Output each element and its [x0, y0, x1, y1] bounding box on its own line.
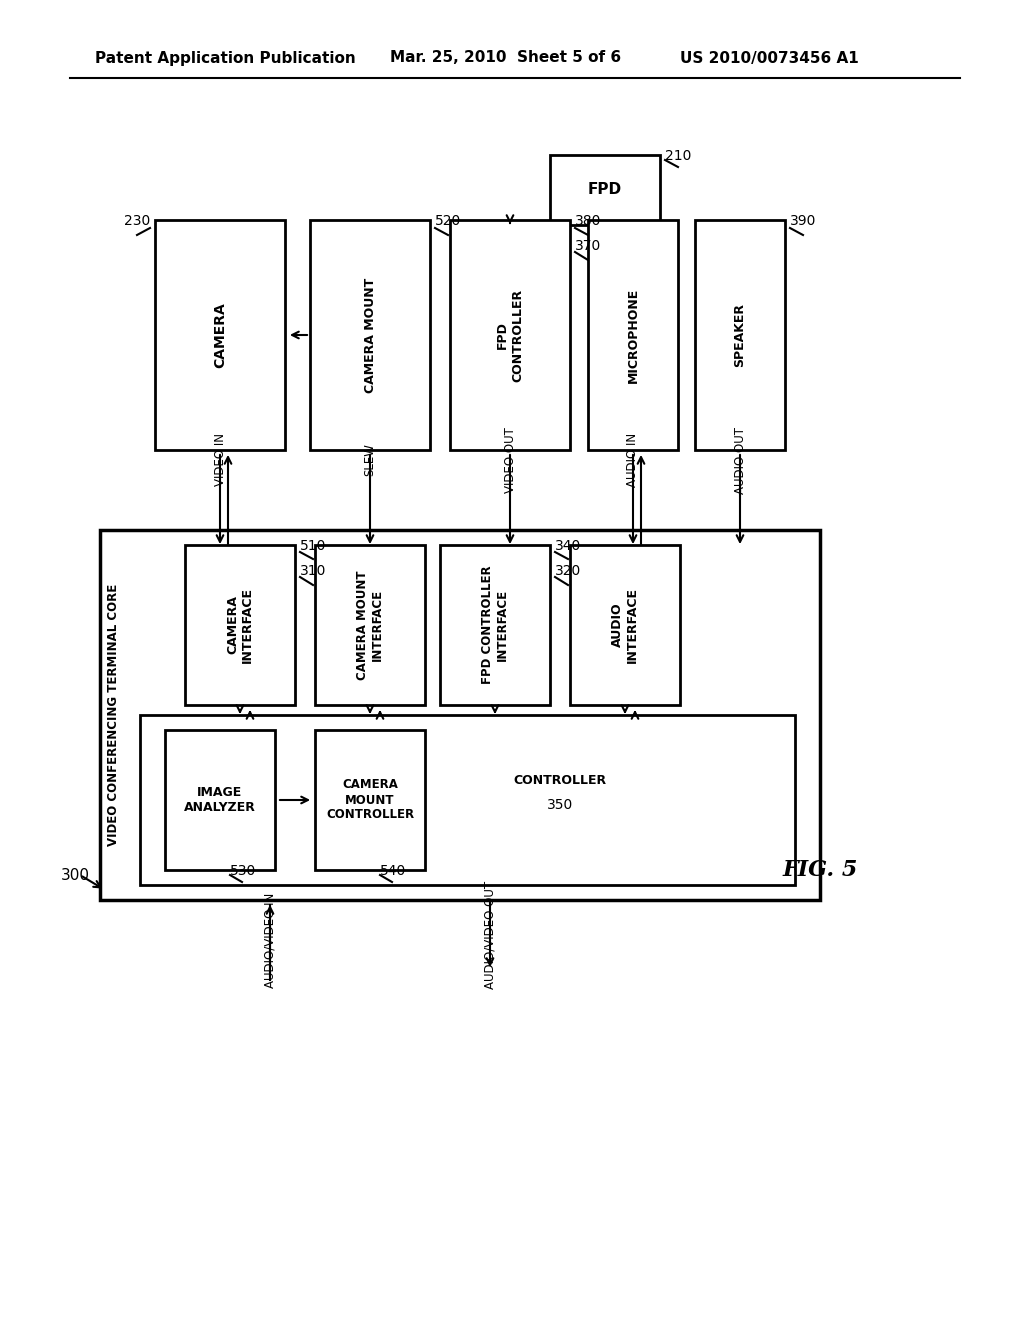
Text: VIDEO CONFERENCING TERMINAL CORE: VIDEO CONFERENCING TERMINAL CORE — [108, 583, 121, 846]
Text: IMAGE
ANALYZER: IMAGE ANALYZER — [184, 785, 256, 814]
Text: 370: 370 — [575, 239, 601, 253]
FancyBboxPatch shape — [315, 730, 425, 870]
FancyBboxPatch shape — [695, 220, 785, 450]
FancyBboxPatch shape — [165, 730, 275, 870]
Text: 380: 380 — [575, 214, 601, 228]
Text: 540: 540 — [380, 865, 407, 878]
Text: SLEW: SLEW — [364, 444, 377, 477]
FancyBboxPatch shape — [155, 220, 285, 450]
FancyBboxPatch shape — [588, 220, 678, 450]
Text: Patent Application Publication: Patent Application Publication — [95, 50, 355, 66]
FancyBboxPatch shape — [140, 715, 795, 884]
FancyBboxPatch shape — [185, 545, 295, 705]
Text: 530: 530 — [230, 865, 256, 878]
Text: 210: 210 — [665, 149, 691, 162]
Text: 300: 300 — [61, 869, 90, 883]
FancyBboxPatch shape — [310, 220, 430, 450]
Text: AUDIO/VIDEO OUT: AUDIO/VIDEO OUT — [483, 880, 497, 989]
Text: AUDIO OUT: AUDIO OUT — [733, 426, 746, 494]
Text: 230: 230 — [124, 214, 150, 228]
FancyBboxPatch shape — [440, 545, 550, 705]
Text: AUDIO IN: AUDIO IN — [627, 433, 640, 487]
Text: VIDEO OUT: VIDEO OUT — [504, 428, 516, 492]
Text: 390: 390 — [790, 214, 816, 228]
Text: FPD
CONTROLLER: FPD CONTROLLER — [496, 289, 524, 381]
Text: Mar. 25, 2010  Sheet 5 of 6: Mar. 25, 2010 Sheet 5 of 6 — [390, 50, 622, 66]
Text: CAMERA
MOUNT
CONTROLLER: CAMERA MOUNT CONTROLLER — [326, 779, 414, 821]
Text: 520: 520 — [435, 214, 461, 228]
FancyBboxPatch shape — [450, 220, 570, 450]
Text: FPD CONTROLLER
INTERFACE: FPD CONTROLLER INTERFACE — [481, 566, 509, 684]
Text: 320: 320 — [555, 564, 582, 578]
Text: 310: 310 — [300, 564, 327, 578]
Text: CAMERA MOUNT
INTERFACE: CAMERA MOUNT INTERFACE — [356, 570, 384, 680]
Text: CAMERA: CAMERA — [213, 302, 227, 368]
Text: FPD: FPD — [588, 182, 622, 198]
Text: CAMERA MOUNT: CAMERA MOUNT — [364, 277, 377, 392]
Text: CONTROLLER: CONTROLLER — [513, 774, 606, 787]
FancyBboxPatch shape — [100, 531, 820, 900]
Text: AUDIO/VIDEO IN: AUDIO/VIDEO IN — [263, 892, 276, 987]
FancyBboxPatch shape — [315, 545, 425, 705]
Text: MICROPHONE: MICROPHONE — [627, 288, 640, 383]
Text: SPEAKER: SPEAKER — [733, 304, 746, 367]
Text: CAMERA
INTERFACE: CAMERA INTERFACE — [226, 587, 254, 663]
FancyBboxPatch shape — [570, 545, 680, 705]
Text: US 2010/0073456 A1: US 2010/0073456 A1 — [680, 50, 859, 66]
Text: 510: 510 — [300, 539, 327, 553]
Text: 350: 350 — [547, 799, 573, 812]
Text: FIG. 5: FIG. 5 — [782, 859, 858, 880]
Text: 340: 340 — [555, 539, 582, 553]
FancyBboxPatch shape — [550, 154, 660, 224]
Text: VIDEO IN: VIDEO IN — [213, 433, 226, 487]
Text: AUDIO
INTERFACE: AUDIO INTERFACE — [611, 587, 639, 663]
